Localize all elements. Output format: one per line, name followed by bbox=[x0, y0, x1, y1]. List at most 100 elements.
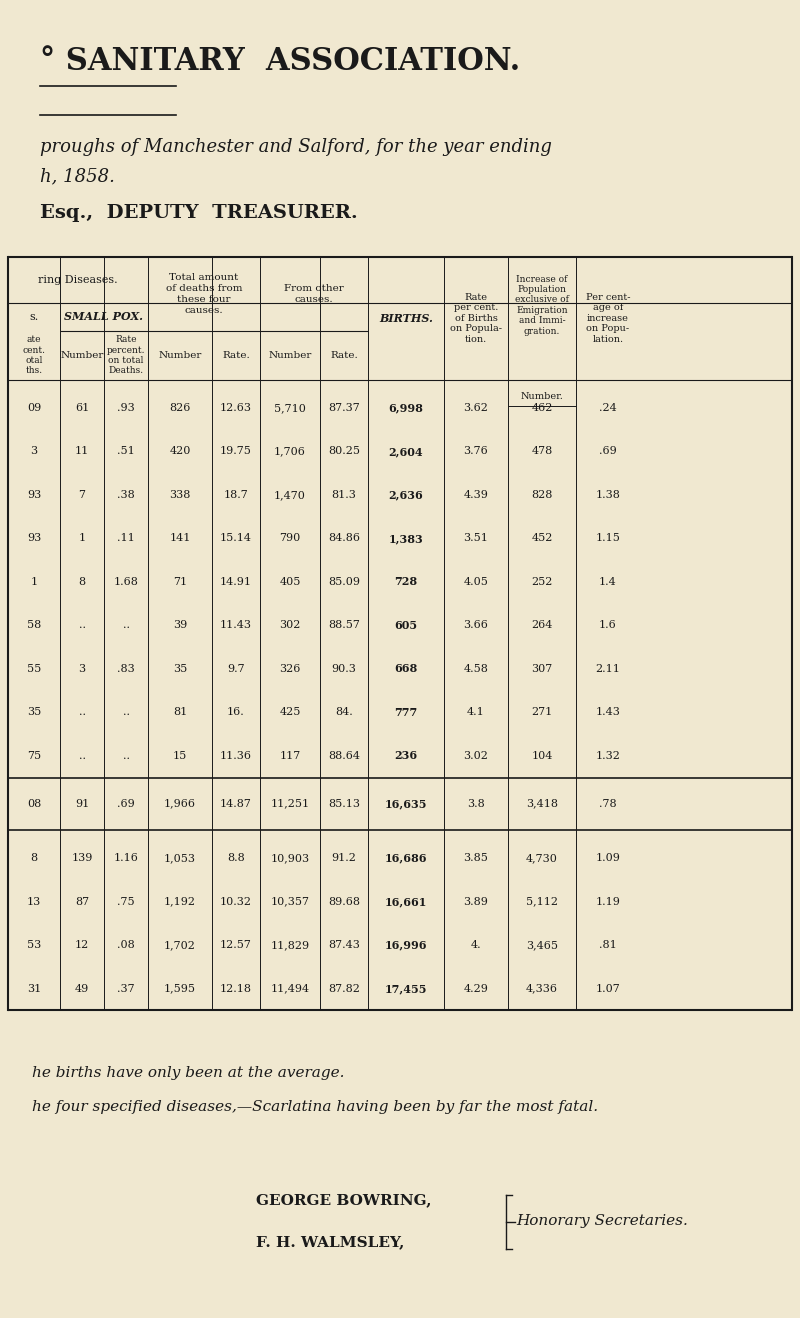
Text: 14.87: 14.87 bbox=[220, 799, 252, 809]
Text: 478: 478 bbox=[531, 447, 553, 456]
Text: 53: 53 bbox=[27, 940, 41, 950]
Text: 1.32: 1.32 bbox=[595, 751, 621, 760]
Text: 11,829: 11,829 bbox=[270, 940, 310, 950]
Text: 307: 307 bbox=[531, 664, 553, 673]
Text: 2,636: 2,636 bbox=[389, 489, 423, 501]
Text: 1,383: 1,383 bbox=[389, 532, 423, 544]
Text: 35: 35 bbox=[173, 664, 187, 673]
Text: 90.3: 90.3 bbox=[331, 664, 357, 673]
Text: 12: 12 bbox=[75, 940, 89, 950]
Text: 87: 87 bbox=[75, 896, 89, 907]
Text: 7: 7 bbox=[78, 490, 86, 500]
Text: 3,418: 3,418 bbox=[526, 799, 558, 809]
Text: 9.7: 9.7 bbox=[227, 664, 245, 673]
Text: 3.76: 3.76 bbox=[464, 447, 488, 456]
Text: .93: .93 bbox=[117, 403, 135, 413]
Text: 87.37: 87.37 bbox=[328, 403, 360, 413]
Text: GEORGE BOWRING,: GEORGE BOWRING, bbox=[256, 1193, 431, 1207]
Text: 5,112: 5,112 bbox=[526, 896, 558, 907]
Text: 777: 777 bbox=[394, 706, 418, 718]
Text: ate
cent.
otal
ths.: ate cent. otal ths. bbox=[22, 335, 46, 376]
Text: 3.51: 3.51 bbox=[463, 534, 489, 543]
Text: .51: .51 bbox=[117, 447, 135, 456]
Text: 117: 117 bbox=[279, 751, 301, 760]
Text: 1.19: 1.19 bbox=[595, 896, 621, 907]
Text: Number.: Number. bbox=[521, 393, 563, 401]
Text: 1.6: 1.6 bbox=[599, 621, 617, 630]
Text: 3.02: 3.02 bbox=[463, 751, 489, 760]
Text: 88.64: 88.64 bbox=[328, 751, 360, 760]
Text: .38: .38 bbox=[117, 490, 135, 500]
Text: .69: .69 bbox=[599, 447, 617, 456]
Text: 1.4: 1.4 bbox=[599, 577, 617, 587]
Text: 75: 75 bbox=[27, 751, 41, 760]
Text: 1,966: 1,966 bbox=[164, 799, 196, 809]
Text: 14.91: 14.91 bbox=[220, 577, 252, 587]
Text: 11.43: 11.43 bbox=[220, 621, 252, 630]
Text: 462: 462 bbox=[531, 403, 553, 413]
Text: 1.09: 1.09 bbox=[595, 853, 621, 863]
Text: 790: 790 bbox=[279, 534, 301, 543]
Text: 88.57: 88.57 bbox=[328, 621, 360, 630]
Text: 11,494: 11,494 bbox=[270, 983, 310, 994]
Text: ..: .. bbox=[122, 751, 130, 760]
Text: 4.58: 4.58 bbox=[463, 664, 489, 673]
Text: 4,336: 4,336 bbox=[526, 983, 558, 994]
Text: Honorary Secretaries.: Honorary Secretaries. bbox=[516, 1214, 688, 1228]
Text: 35: 35 bbox=[27, 708, 41, 717]
Text: Rate
per cent.
of Births
on Popula-
tion.: Rate per cent. of Births on Popula- tion… bbox=[450, 293, 502, 344]
Text: 1.16: 1.16 bbox=[114, 853, 138, 863]
Text: .75: .75 bbox=[117, 896, 135, 907]
Text: SMALL POX.: SMALL POX. bbox=[65, 311, 143, 323]
Text: .83: .83 bbox=[117, 664, 135, 673]
Text: F. H. WALMSLEY,: F. H. WALMSLEY, bbox=[256, 1235, 404, 1249]
Text: ..: .. bbox=[78, 621, 86, 630]
Text: 84.86: 84.86 bbox=[328, 534, 360, 543]
Text: 139: 139 bbox=[71, 853, 93, 863]
Text: 19.75: 19.75 bbox=[220, 447, 252, 456]
Text: BIRTHS.: BIRTHS. bbox=[379, 312, 433, 324]
Text: .81: .81 bbox=[599, 940, 617, 950]
Text: 728: 728 bbox=[394, 576, 418, 588]
Text: 08: 08 bbox=[27, 799, 41, 809]
Text: 61: 61 bbox=[75, 403, 89, 413]
Text: 15.14: 15.14 bbox=[220, 534, 252, 543]
Text: 3: 3 bbox=[30, 447, 38, 456]
Text: Number: Number bbox=[60, 351, 104, 360]
Text: 1,595: 1,595 bbox=[164, 983, 196, 994]
Text: 15: 15 bbox=[173, 751, 187, 760]
Text: ..: .. bbox=[78, 751, 86, 760]
Text: 141: 141 bbox=[170, 534, 190, 543]
Text: 87.43: 87.43 bbox=[328, 940, 360, 950]
Text: 85.09: 85.09 bbox=[328, 577, 360, 587]
Text: Increase of
Population
exclusive of
Emigration
and Immi-
gration.: Increase of Population exclusive of Emig… bbox=[515, 274, 569, 336]
Text: ..: .. bbox=[122, 621, 130, 630]
Text: 3,465: 3,465 bbox=[526, 940, 558, 950]
Text: ° SANITARY  ASSOCIATION.: ° SANITARY ASSOCIATION. bbox=[40, 46, 520, 78]
Text: 89.68: 89.68 bbox=[328, 896, 360, 907]
Text: 1.38: 1.38 bbox=[595, 490, 621, 500]
Text: 4,730: 4,730 bbox=[526, 853, 558, 863]
Text: 80.25: 80.25 bbox=[328, 447, 360, 456]
Text: 16,635: 16,635 bbox=[385, 799, 427, 809]
Text: he births have only been at the average.: he births have only been at the average. bbox=[32, 1066, 345, 1079]
Text: 3.66: 3.66 bbox=[463, 621, 489, 630]
Text: .78: .78 bbox=[599, 799, 617, 809]
Text: .08: .08 bbox=[117, 940, 135, 950]
Text: 16,996: 16,996 bbox=[385, 940, 427, 950]
Text: 8.8: 8.8 bbox=[227, 853, 245, 863]
Text: 5,710: 5,710 bbox=[274, 403, 306, 413]
Text: 31: 31 bbox=[27, 983, 41, 994]
Text: 1,702: 1,702 bbox=[164, 940, 196, 950]
Text: 84.: 84. bbox=[335, 708, 353, 717]
Text: 11,251: 11,251 bbox=[270, 799, 310, 809]
Text: 338: 338 bbox=[170, 490, 190, 500]
Text: 85.13: 85.13 bbox=[328, 799, 360, 809]
Text: 91: 91 bbox=[75, 799, 89, 809]
Text: 302: 302 bbox=[279, 621, 301, 630]
Text: 264: 264 bbox=[531, 621, 553, 630]
Text: 16,686: 16,686 bbox=[385, 853, 427, 863]
Text: 4.1: 4.1 bbox=[467, 708, 485, 717]
Text: 71: 71 bbox=[173, 577, 187, 587]
Text: 1,192: 1,192 bbox=[164, 896, 196, 907]
